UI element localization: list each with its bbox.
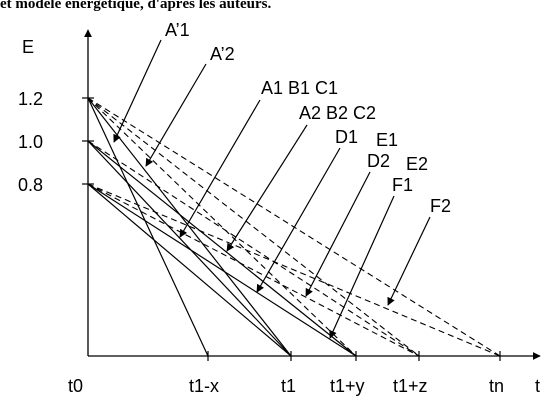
- curve-f1: [87, 140, 357, 357]
- y-tick-label: 0.8: [18, 175, 43, 195]
- y-axis-label: E: [22, 37, 34, 57]
- curve-e2: [87, 140, 420, 357]
- curve-a1prime: [87, 97, 209, 357]
- x-tick-label: t1: [281, 376, 296, 396]
- callout-arrow-d1: [256, 147, 341, 293]
- curve-b2: [87, 183, 420, 357]
- curve-tn-segment: [87, 183, 501, 357]
- callout-arrow-abc1: [179, 99, 261, 238]
- x-tick-label: tn: [489, 376, 504, 396]
- callout-arrow-abc2: [226, 124, 308, 252]
- callout-arrow-a1prime: [113, 39, 162, 143]
- callout-label-e2: E2: [406, 154, 428, 174]
- x-axis-label: t: [535, 376, 540, 396]
- callout-label-f2: F2: [430, 196, 451, 216]
- curve-e1: [87, 97, 420, 357]
- callout-arrow-d2: [305, 171, 371, 297]
- callout-label-abc2: A2 B2 C2: [299, 103, 376, 123]
- x-tick-label: t1-x: [189, 376, 219, 396]
- figure-caption: et modèle énergétique, d'après les auteu…: [0, 0, 272, 12]
- x-tick-label: t1+z: [393, 376, 428, 396]
- callout-label-abc1: A1 B1 C1: [261, 78, 338, 98]
- callout-label-d1: D1: [335, 127, 358, 147]
- callout-arrow-f1: [329, 195, 395, 339]
- x-tick-label: t1+y: [330, 376, 365, 396]
- callout-arrow-f2: [387, 216, 431, 306]
- callout-label-f1: F1: [392, 175, 413, 195]
- curve-d2: [87, 183, 357, 357]
- y-tick-label: 1.2: [18, 89, 43, 109]
- curve-a2prime: [87, 97, 357, 357]
- callout-label-a2prime: A’2: [210, 44, 235, 64]
- callout-label-a1prime: A’1: [165, 20, 190, 40]
- curve-d1: [87, 97, 292, 357]
- y-tick-label: 1.0: [18, 132, 43, 152]
- callout-label-e1: E1: [376, 130, 398, 150]
- curve-abc2: [87, 183, 292, 357]
- x-tick-label: t0: [68, 376, 83, 396]
- callout-arrow-a2prime: [145, 63, 207, 167]
- callout-label-d2: D2: [367, 151, 390, 171]
